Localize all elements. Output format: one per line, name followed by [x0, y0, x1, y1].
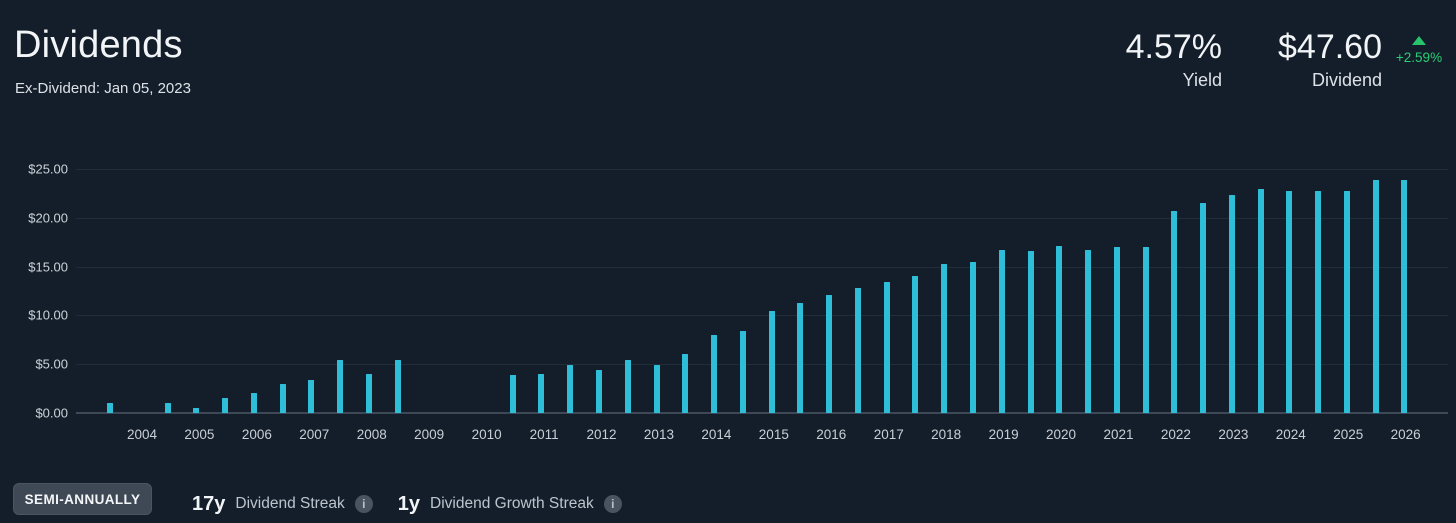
dividend-streak-value: 17y: [192, 492, 226, 515]
dividend-bar-2010-H2[interactable]: [509, 374, 516, 413]
gridline: [76, 315, 1448, 317]
x-axis-year-label: 2015: [758, 427, 789, 442]
x-axis-year-label: 2013: [643, 427, 674, 442]
dividend-bar-2006-H1[interactable]: [250, 393, 257, 413]
dividend-bar-2023-H1[interactable]: [1228, 195, 1235, 413]
dividend-bar-2017-H1[interactable]: [883, 281, 890, 413]
growth-streak-info-icon[interactable]: i: [603, 495, 622, 513]
gridline: [76, 364, 1448, 366]
dividend-bar-2008-H1[interactable]: [365, 373, 372, 413]
dividend-bar-2022-H2[interactable]: [1200, 203, 1207, 413]
x-axis-year-label: 2005: [184, 427, 215, 442]
dividend-bar-2016-H2[interactable]: [854, 287, 861, 413]
dividend-stat: $47.60 Dividend: [1278, 28, 1382, 91]
frequency-toggle-button[interactable]: SEMI-ANNUALLY: [13, 483, 152, 515]
growth-streak-value: 1y: [397, 492, 421, 515]
x-axis-year-label: 2009: [414, 427, 445, 442]
x-axis-year-label: 2022: [1160, 427, 1191, 442]
dividend-bar-2013-H2[interactable]: [682, 354, 689, 413]
x-axis-year-label: 2012: [586, 427, 617, 442]
x-axis-year-label: 2024: [1275, 427, 1306, 442]
y-axis-tick-label: $25.00: [28, 161, 68, 177]
dividend-bar-2020-H2[interactable]: [1085, 249, 1092, 413]
dividend-bar-2018-H1[interactable]: [941, 263, 948, 413]
gridline: [76, 169, 1448, 170]
x-axis-year-label: 2016: [816, 427, 847, 442]
page-title: Dividends: [14, 24, 183, 66]
dividend-value: $47.60: [1278, 28, 1382, 66]
y-axis-tick-label: $20.00: [28, 210, 68, 226]
y-axis-tick-label: $15.00: [28, 259, 68, 275]
dividend-bar-2025-H2[interactable]: [1372, 180, 1379, 413]
dividend-bar-2014-H1[interactable]: [711, 334, 718, 413]
dividend-change-percent: +2.59%: [1395, 50, 1443, 65]
dividend-bar-2013-H1[interactable]: [653, 365, 660, 413]
dividend-streak-info-icon[interactable]: i: [354, 495, 373, 513]
dividend-bar-2019-H1[interactable]: [998, 249, 1005, 413]
dividend-bar-2020-H1[interactable]: [1056, 245, 1063, 413]
dividend-bar-2005-H1[interactable]: [193, 407, 200, 413]
x-axis-year-label: 2007: [299, 427, 330, 442]
y-axis-tick-label: $10.00: [28, 307, 68, 323]
dividend-bar-2008-H2[interactable]: [394, 359, 401, 413]
yield-label: Yield: [1182, 70, 1222, 90]
dividend-bar-2004-H2[interactable]: [164, 402, 171, 413]
dividend-bar-2022-H1[interactable]: [1171, 211, 1178, 413]
x-axis-year-label: 2026: [1390, 427, 1421, 442]
x-axis-year-label: 2020: [1046, 427, 1077, 442]
dividend-bar-2015-H1[interactable]: [768, 311, 775, 413]
dividend-bar-2019-H2[interactable]: [1027, 251, 1034, 413]
x-axis-year-label: 2006: [241, 427, 272, 442]
up-arrow-icon: [1412, 36, 1426, 45]
x-axis-year-label: 2019: [988, 427, 1019, 442]
x-axis-year-label: 2023: [1218, 427, 1249, 442]
x-axis-line: [76, 412, 1448, 414]
dividend-bar-2018-H2[interactable]: [969, 262, 976, 413]
ex-dividend-date: Ex-Dividend: Jan 05, 2023: [15, 80, 191, 97]
dividend-bar-2003-H2[interactable]: [107, 403, 113, 413]
dividend-bar-2011-H1[interactable]: [538, 374, 545, 413]
dividend-bar-2006-H2[interactable]: [279, 384, 286, 413]
x-axis-year-label: 2010: [471, 427, 502, 442]
dividend-bar-2012-H1[interactable]: [596, 370, 603, 413]
x-axis-year-label: 2008: [356, 427, 387, 442]
x-axis-year-label: 2014: [701, 427, 732, 442]
dividend-streak-label: Dividend Streak: [235, 495, 345, 512]
dividend-bar-2021-H1[interactable]: [1113, 246, 1120, 413]
y-axis-tick-label: $0.00: [35, 405, 68, 421]
dividend-bar-2016-H1[interactable]: [826, 294, 833, 413]
dividend-label: Dividend: [1311, 70, 1382, 90]
dividend-bar-2007-H2[interactable]: [337, 359, 344, 413]
dividend-bar-2023-H2[interactable]: [1257, 189, 1264, 413]
dividend-bar-2025-H1[interactable]: [1343, 191, 1350, 413]
dividend-bar-2005-H2[interactable]: [222, 398, 229, 413]
x-axis-year-label: 2021: [1103, 427, 1134, 442]
x-axis-year-label: 2011: [529, 427, 559, 442]
dividend-bar-2012-H2[interactable]: [624, 359, 631, 413]
streaks-row: 17y Dividend Streak i 1y Dividend Growth…: [192, 490, 622, 518]
yield-value: 4.57%: [1125, 28, 1222, 66]
yield-stat: 4.57% Yield: [1126, 28, 1222, 91]
x-axis-year-label: 2017: [873, 427, 904, 442]
dividend-bar-2021-H2[interactable]: [1142, 246, 1149, 413]
dividend-bar-2014-H2[interactable]: [739, 330, 746, 413]
x-axis-year-label: 2004: [126, 427, 158, 442]
dividend-bar-2024-H1[interactable]: [1286, 191, 1293, 413]
dividend-bar-2011-H2[interactable]: [567, 365, 574, 413]
dividend-bar-2024-H2[interactable]: [1315, 191, 1322, 413]
gridline: [76, 217, 1448, 219]
dividend-bar-2007-H1[interactable]: [308, 379, 315, 413]
x-axis-year-label: 2018: [931, 427, 962, 442]
dividend-change: +2.59%: [1392, 36, 1446, 65]
dividend-bar-2015-H2[interactable]: [797, 302, 804, 413]
growth-streak-label: Dividend Growth Streak: [430, 495, 594, 512]
dividend-bar-2026-H1[interactable]: [1401, 180, 1408, 413]
gridline: [76, 266, 1448, 268]
y-axis-tick-label: $5.00: [35, 356, 68, 372]
dividend-bar-2017-H2[interactable]: [912, 275, 919, 413]
x-axis-year-label: 2025: [1333, 427, 1364, 442]
